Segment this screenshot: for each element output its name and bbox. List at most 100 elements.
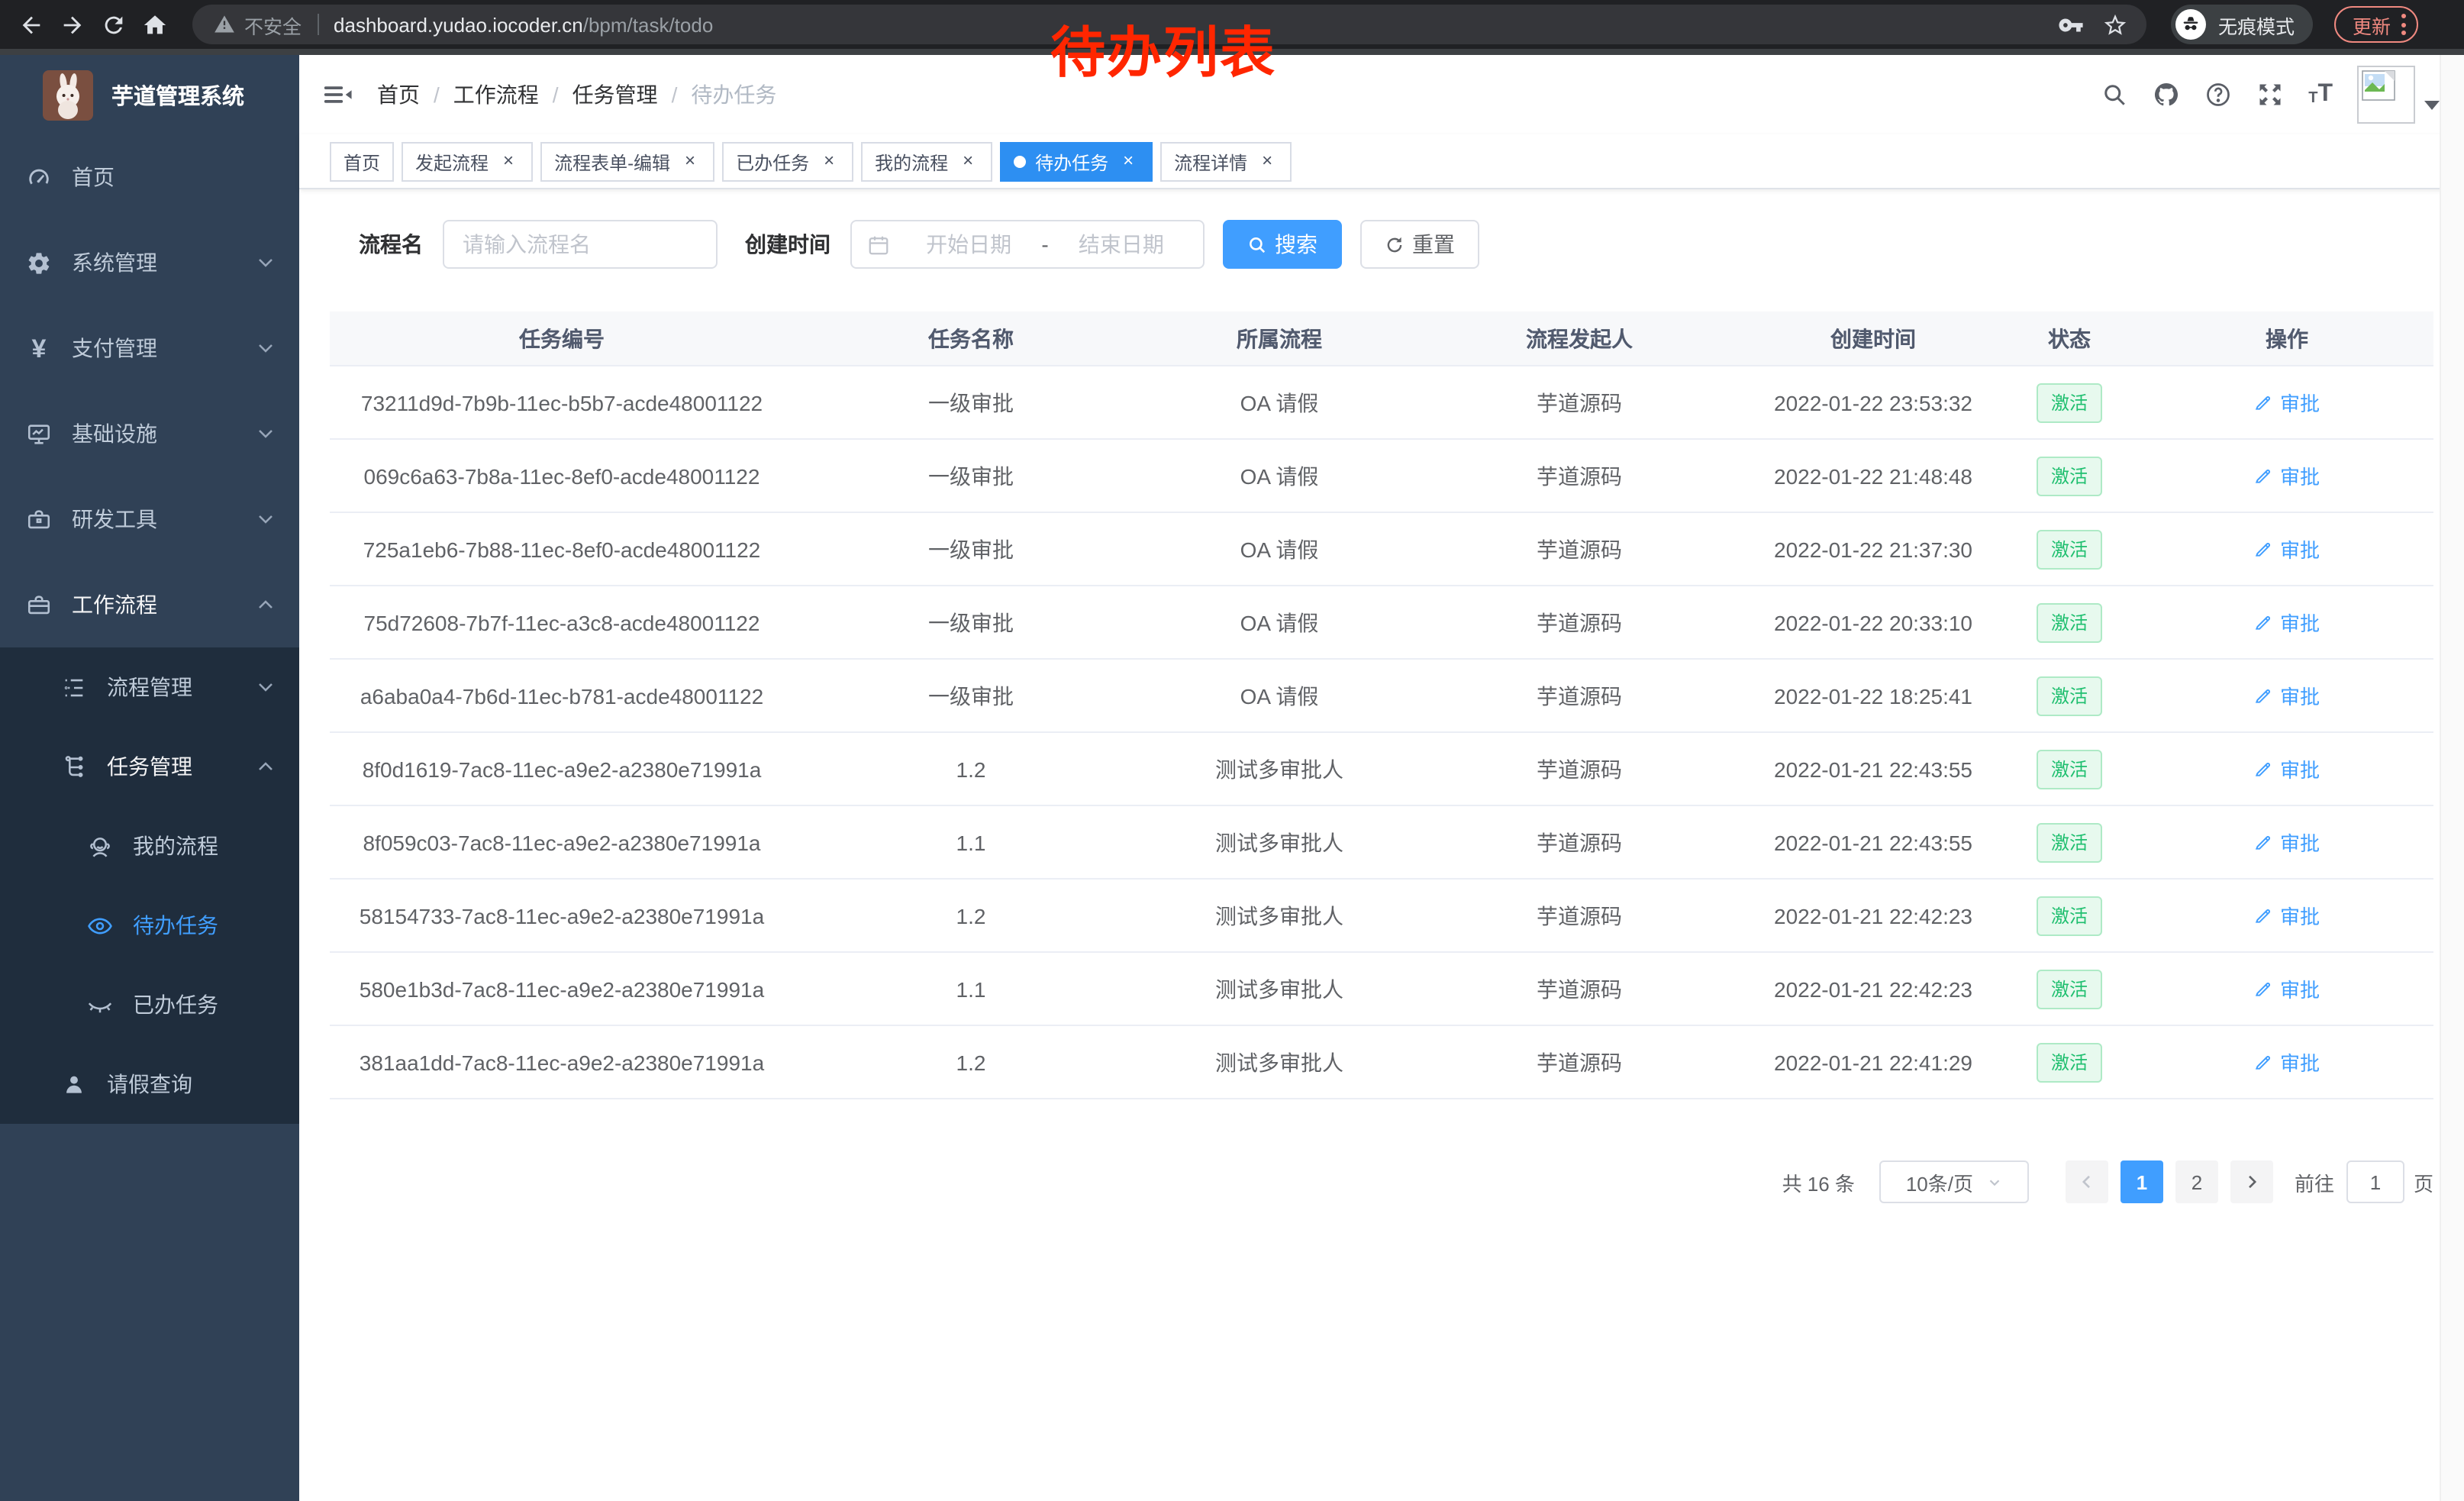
table-row: 75d72608-7b7f-11ec-a3c8-acde48001122 一级审… — [330, 586, 2433, 660]
page-1-button[interactable]: 1 — [2120, 1160, 2163, 1203]
security-label[interactable]: 不安全 — [244, 16, 302, 37]
prev-page-button[interactable] — [2065, 1160, 2108, 1203]
approve-link[interactable]: 审批 — [2254, 388, 2320, 417]
bookmark-star-icon[interactable] — [2102, 11, 2128, 37]
goto-page-input[interactable] — [2346, 1160, 2404, 1203]
tab-process-detail[interactable]: 流程详情 — [1160, 142, 1292, 182]
sidebar-item-system[interactable]: 系统管理 — [0, 220, 299, 305]
tab-home[interactable]: 首页 — [330, 142, 395, 182]
approve-link[interactable]: 审批 — [2254, 461, 2320, 490]
page-2-button[interactable]: 2 — [2175, 1160, 2218, 1203]
sidebar-item-infra[interactable]: 基础设施 — [0, 391, 299, 476]
sidebar-item-my-process[interactable]: 我的流程 — [0, 806, 299, 886]
search-button[interactable]: 搜索 — [1223, 220, 1342, 269]
table-row: 580e1b3d-7ac8-11ec-a9e2-a2380e71991a 1.1… — [330, 953, 2433, 1026]
create-time-label: 创建时间 — [745, 232, 830, 257]
workflow-submenu: 流程管理 任务管理 我的流程 待办任务 — [0, 647, 299, 1124]
approve-link[interactable]: 审批 — [2254, 828, 2320, 857]
close-icon[interactable] — [957, 151, 979, 173]
page-scrollbar[interactable] — [2440, 55, 2464, 1501]
approve-link[interactable]: 审批 — [2254, 754, 2320, 783]
person-icon — [61, 1071, 87, 1097]
status-cell: 激活 — [1998, 529, 2140, 569]
goto-label: 前往 — [2294, 1172, 2334, 1195]
reload-icon[interactable] — [101, 11, 127, 37]
url-text[interactable]: dashboard.yudao.iocoder.cn/bpm/task/todo — [334, 13, 714, 36]
reset-button[interactable]: 重置 — [1360, 220, 1479, 269]
process-name-input[interactable] — [443, 220, 718, 269]
sidebar-item-home[interactable]: 首页 — [0, 134, 299, 220]
status-badge: 激活 — [2037, 456, 2101, 495]
task-name-cell: 一级审批 — [928, 683, 1014, 708]
sidebar-item-process-management[interactable]: 流程管理 — [0, 647, 299, 727]
action-cell: 审批 — [2140, 901, 2433, 930]
close-icon[interactable] — [679, 151, 701, 173]
caret-down-icon[interactable] — [2424, 101, 2440, 110]
process-cell: 测试多审批人 — [1215, 976, 1343, 1001]
tab-my-process[interactable]: 我的流程 — [861, 142, 993, 182]
close-icon[interactable] — [498, 151, 519, 173]
eye-open-icon — [87, 912, 113, 938]
fullscreen-icon[interactable] — [2256, 81, 2284, 108]
sidebar-collapse-icon[interactable] — [322, 79, 353, 110]
starter-cell: 芋道源码 — [1537, 1050, 1622, 1074]
task-name-cell: 1.2 — [956, 903, 986, 928]
created-time-cell: 2022-01-21 22:43:55 — [1774, 830, 1972, 854]
next-page-button[interactable] — [2230, 1160, 2273, 1203]
home-icon[interactable] — [142, 11, 168, 37]
search-icon[interactable] — [2101, 81, 2128, 108]
process-name-label: 流程名 — [359, 232, 423, 257]
sidebar-item-label: 任务管理 — [107, 754, 192, 779]
tab-done-tasks[interactable]: 已办任务 — [722, 142, 854, 182]
tab-form-edit[interactable]: 流程表单-编辑 — [540, 142, 715, 182]
back-icon[interactable] — [18, 11, 44, 37]
approve-link[interactable]: 审批 — [2254, 681, 2320, 710]
sidebar-item-workflow[interactable]: 工作流程 — [0, 562, 299, 647]
create-time-range-input[interactable]: 开始日期 - 结束日期 — [850, 220, 1205, 269]
toolbox-icon — [26, 506, 52, 532]
tab-start-process[interactable]: 发起流程 — [402, 142, 534, 182]
update-button[interactable]: 更新 — [2334, 6, 2419, 43]
approve-link[interactable]: 审批 — [2254, 1047, 2320, 1077]
starter-cell: 芋道源码 — [1537, 903, 1622, 928]
approve-link[interactable]: 审批 — [2254, 974, 2320, 1003]
app-title: 芋道管理系统 — [111, 85, 244, 109]
sidebar-item-label: 系统管理 — [72, 250, 157, 275]
tab-todo-tasks[interactable]: 待办任务 — [1000, 142, 1153, 182]
dashboard-icon — [26, 164, 52, 190]
url-bar[interactable]: 不安全 dashboard.yudao.iocoder.cn/bpm/task/… — [192, 5, 2146, 44]
forward-icon[interactable] — [60, 11, 85, 37]
sidebar-item-todo-tasks[interactable]: 待办任务 — [0, 886, 299, 965]
approve-link[interactable]: 审批 — [2254, 534, 2320, 563]
help-icon[interactable] — [2204, 81, 2232, 108]
edit-icon — [2256, 396, 2271, 410]
approve-link[interactable]: 审批 — [2254, 901, 2320, 930]
github-icon[interactable] — [2153, 81, 2180, 108]
sidebar-item-payment[interactable]: ¥ 支付管理 — [0, 305, 299, 391]
app-logo-row[interactable]: 芋道管理系统 — [0, 55, 299, 134]
sidebar-item-task-management[interactable]: 任务管理 — [0, 727, 299, 806]
close-icon[interactable] — [1118, 151, 1139, 173]
avatar[interactable] — [2357, 66, 2415, 124]
sidebar-item-done-tasks[interactable]: 已办任务 — [0, 965, 299, 1044]
sidebar-item-devtools[interactable]: 研发工具 — [0, 476, 299, 562]
column-header: 任务名称 — [928, 326, 1014, 350]
edit-icon — [2256, 470, 2271, 483]
action-cell: 审批 — [2140, 461, 2433, 490]
key-icon[interactable] — [2058, 11, 2084, 37]
starter-cell: 芋道源码 — [1537, 463, 1622, 488]
yen-icon: ¥ — [31, 334, 47, 363]
edit-icon — [2256, 763, 2271, 776]
menu-kebab-icon[interactable] — [2401, 14, 2407, 35]
close-icon[interactable] — [818, 151, 840, 173]
breadcrumb-workflow[interactable]: 工作流程 — [453, 82, 539, 107]
close-icon[interactable] — [1256, 151, 1278, 173]
sidebar: 芋道管理系统 首页 系统管理 ¥ 支付管理 — [0, 55, 299, 1501]
breadcrumb-task-management[interactable]: 任务管理 — [572, 82, 658, 107]
breadcrumb-home[interactable]: 首页 — [377, 82, 420, 107]
approve-link[interactable]: 审批 — [2254, 608, 2320, 637]
sidebar-item-leave-query[interactable]: 请假查询 — [0, 1044, 299, 1124]
page-size-select[interactable]: 10条/页 — [1879, 1160, 2029, 1203]
